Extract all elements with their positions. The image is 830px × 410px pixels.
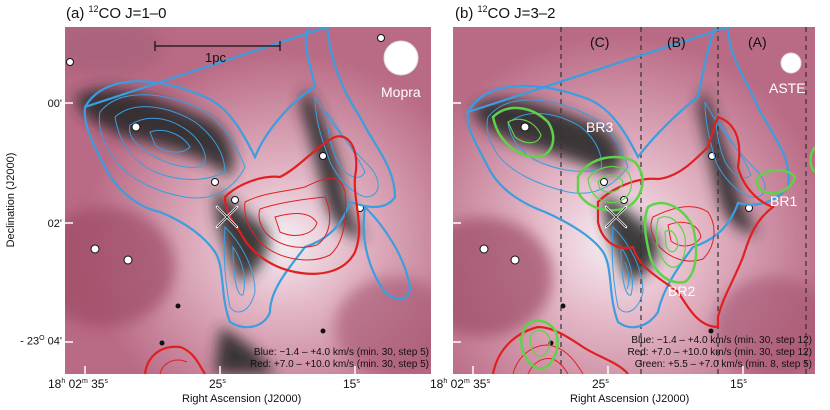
panel-b-legend: Blue: −1.4 – +4.0 km/s (min. 30, step 12…	[627, 335, 812, 371]
x-tick-label: 15s	[730, 377, 747, 391]
br1-label: BR1	[770, 193, 798, 209]
x-tick-label: 18h 02m 35s	[430, 377, 490, 391]
legend-blue-entry: Blue: −1.4 – +4.0 km/s (min. 30, step 12…	[631, 335, 812, 346]
telescope-label-aste: ASTE	[769, 80, 806, 96]
x-tick-label: 15s	[343, 377, 360, 391]
br2-label: BR2	[668, 283, 696, 299]
legend-red-entry: Red: +7.0 – +10.0 km/s (min. 30, step 5)	[250, 359, 429, 370]
legend-red-entry: Red: +7.0 – +10.0 km/s (min. 30, step 12…	[627, 347, 812, 358]
y-tick-label: 00'	[47, 98, 62, 110]
region-b-label: (B)	[667, 34, 686, 50]
panel-b-image	[453, 27, 815, 374]
y-tick-label: - 23O 04'	[20, 335, 62, 348]
panel-a-image	[65, 27, 431, 374]
x-tick-label: 25s	[592, 377, 609, 391]
legend-blue-entry: Blue: −1.4 – +4.0 km/s (min. 30, step 5)	[253, 347, 429, 358]
x-axis-label: Right Ascension (J2000)	[182, 393, 302, 405]
region-c-label: (C)	[590, 34, 610, 50]
panel-a-title: (a) 12CO J=1–0	[66, 4, 167, 22]
br3-label: BR3	[586, 119, 614, 135]
legend-green-entry: Green: +5.5 – +7.0 km/s (min. 8, step 5)	[634, 359, 812, 370]
telescope-label-mopra: Mopra	[381, 84, 421, 100]
y-axis-label: Declination (J2000)	[5, 152, 17, 248]
panel-a-legend: Blue: −1.4 – +4.0 km/s (min. 30, step 5)…	[250, 347, 429, 371]
x-axis-label: Right Ascension (J2000)	[570, 393, 690, 405]
panel-b-title: (b) 12CO J=3–2	[455, 4, 556, 22]
y-tick-label: 02'	[47, 218, 62, 230]
x-tick-label: 25s	[209, 377, 226, 391]
region-a-label: (A)	[748, 34, 767, 50]
x-tick-label: 18h 02m 35s	[48, 377, 108, 391]
scale-bar-label: 1pc	[205, 50, 226, 65]
